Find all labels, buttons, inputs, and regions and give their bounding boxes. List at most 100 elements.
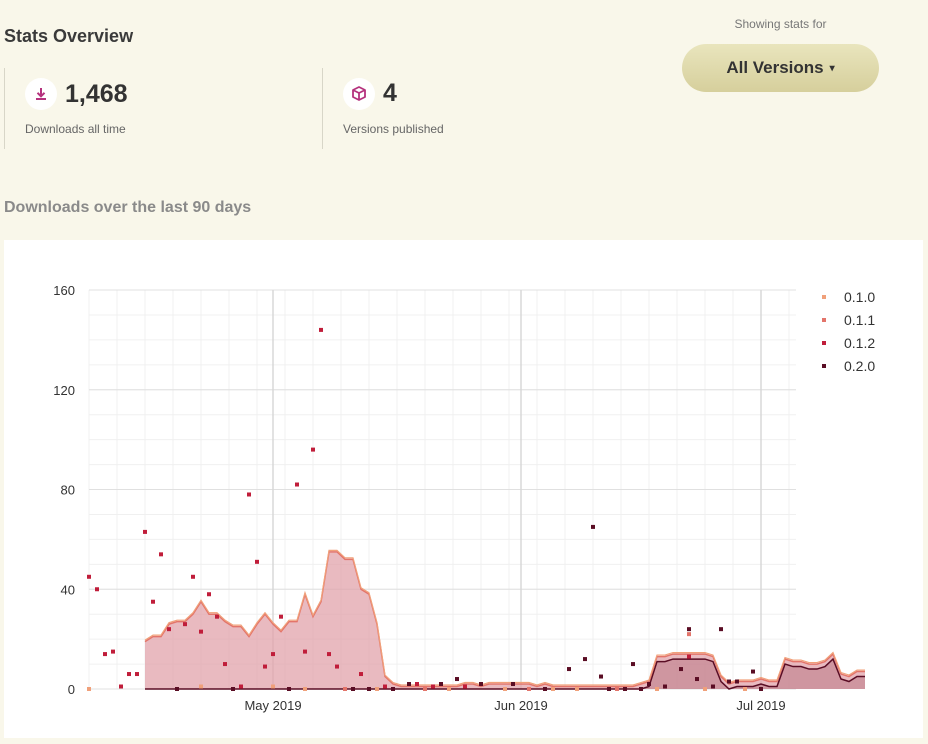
data-point (655, 687, 659, 691)
data-point (591, 524, 595, 529)
data-point (255, 559, 259, 564)
data-point (311, 447, 315, 452)
data-point (327, 652, 331, 657)
data-point (575, 687, 579, 691)
data-point (727, 679, 731, 684)
data-point (687, 632, 691, 637)
data-point (695, 677, 699, 682)
x-tick-label: Jun 2019 (494, 698, 548, 713)
data-point (87, 574, 91, 579)
data-point (511, 682, 515, 687)
data-point (631, 662, 635, 667)
data-point (607, 687, 611, 691)
version-select-label: All Versions (726, 58, 824, 77)
data-point (743, 687, 747, 691)
data-point (295, 482, 299, 487)
legend-swatch (822, 364, 826, 368)
legend-swatch (822, 295, 826, 299)
version-select-button[interactable]: All Versions ▾ (682, 44, 879, 92)
data-point (151, 599, 155, 604)
data-point (431, 684, 435, 689)
versions-label: Versions published (343, 122, 444, 136)
legend-entry: 0.2.0 (844, 358, 875, 374)
data-point (231, 687, 235, 691)
data-point (647, 682, 651, 687)
data-point (439, 682, 443, 687)
legend-swatch (822, 318, 826, 322)
data-point (687, 654, 691, 659)
legend-entry: 0.1.0 (844, 289, 875, 305)
data-point (391, 687, 395, 691)
data-point (527, 687, 531, 691)
data-point (759, 687, 763, 691)
series-line-v010 (144, 549, 865, 686)
data-point (543, 687, 547, 691)
data-point (223, 662, 227, 667)
data-point (175, 687, 179, 691)
download-icon (25, 78, 57, 110)
data-point (103, 652, 107, 657)
data-point (199, 684, 203, 689)
section-title: Downloads over the last 90 days (4, 199, 252, 216)
downloads-label: Downloads all time (25, 122, 126, 136)
downloads-count: 1,468 (65, 80, 128, 108)
data-point (239, 684, 243, 689)
y-tick-label: 40 (61, 582, 75, 597)
data-point (639, 687, 643, 691)
data-point (303, 687, 307, 691)
data-point (167, 627, 171, 632)
data-point (455, 677, 459, 682)
data-point (423, 687, 427, 691)
data-point (279, 614, 283, 619)
data-point (183, 622, 187, 627)
stat-versions: 4 Versions published (322, 68, 622, 149)
data-point (95, 587, 99, 592)
legend-entry: 0.1.2 (844, 335, 875, 351)
page-title: Stats Overview (4, 26, 134, 46)
data-point (735, 679, 739, 684)
data-point (359, 672, 363, 677)
stat-downloads: 1,468 Downloads all time (4, 68, 322, 149)
data-point (583, 657, 587, 662)
data-point (271, 652, 275, 657)
data-point (351, 687, 355, 691)
data-point (303, 649, 307, 654)
versions-count: 4 (383, 79, 397, 107)
data-point (479, 682, 483, 687)
data-point (343, 687, 347, 691)
data-point (687, 627, 691, 632)
chevron-down-icon: ▾ (829, 62, 835, 74)
data-point (679, 667, 683, 672)
series-line-v011 (144, 551, 865, 688)
data-point (159, 552, 163, 557)
data-point (111, 649, 115, 654)
data-point (407, 682, 411, 687)
data-point (503, 687, 507, 691)
data-point (447, 687, 451, 691)
downloads-chart-svg: 0 40 80 120 160 May 2019 Jun 2019 Jul 2019 0.1.0… (53, 283, 875, 713)
data-point (263, 664, 267, 669)
data-point (751, 669, 755, 674)
data-point (703, 687, 707, 691)
data-point (87, 687, 91, 691)
data-point (367, 687, 371, 691)
data-point (191, 574, 195, 579)
data-point (135, 672, 139, 677)
data-point (271, 684, 275, 689)
data-point (143, 529, 147, 534)
data-point (119, 684, 123, 689)
package-icon (343, 78, 375, 110)
legend-entry: 0.1.1 (844, 312, 875, 328)
area-fill (145, 551, 865, 689)
data-point (415, 682, 419, 687)
data-point (719, 627, 723, 632)
data-point (383, 684, 387, 689)
data-point (247, 492, 251, 497)
data-point (335, 664, 339, 669)
y-tick-label: 0 (68, 682, 75, 697)
showing-label: Showing stats for (734, 17, 827, 31)
data-point (215, 614, 219, 619)
downloads-chart: 0 40 80 120 160 May 2019 Jun 2019 Jul 2019 0.1.0… (4, 240, 923, 738)
data-point (599, 674, 603, 679)
y-tick-label: 120 (53, 383, 75, 398)
